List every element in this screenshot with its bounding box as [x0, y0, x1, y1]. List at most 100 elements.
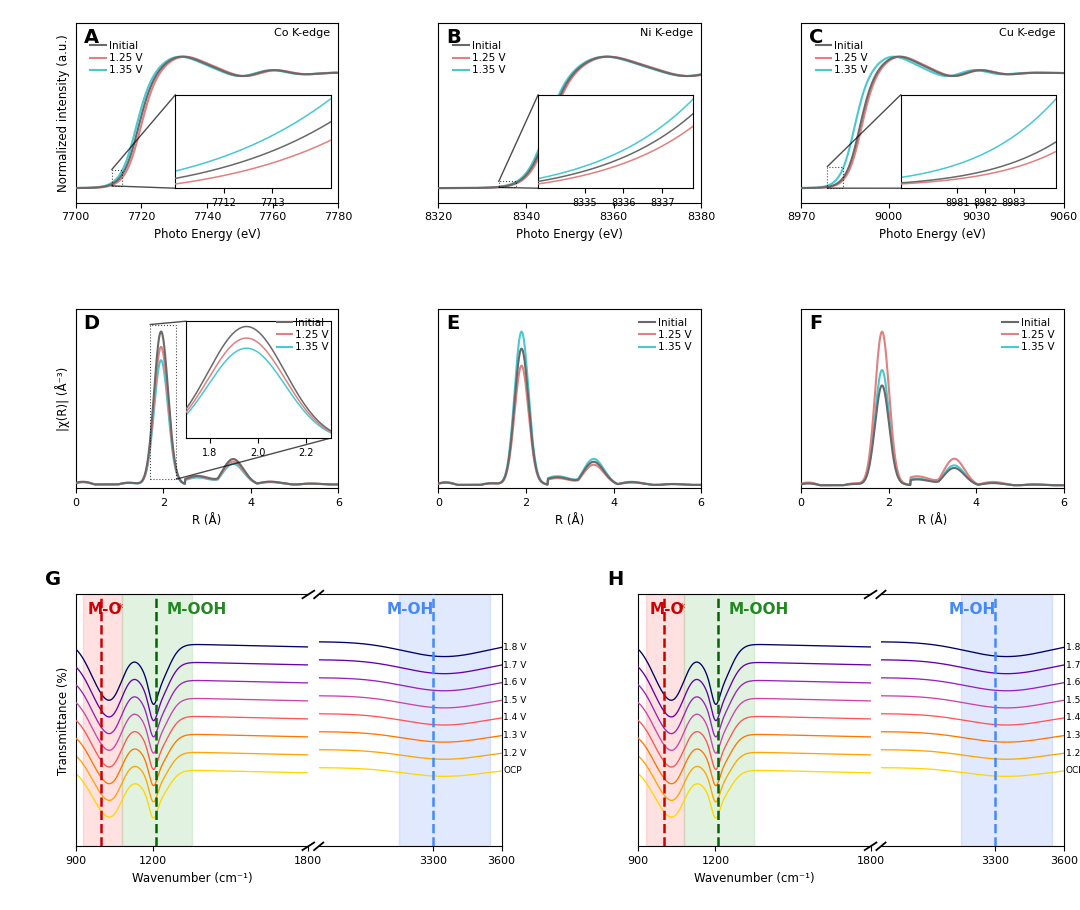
Text: 1.5 V: 1.5 V [503, 696, 527, 705]
Initial [584, 55, 597, 66]
Text: M-O: M-O [87, 602, 122, 617]
Text: M-OH: M-OH [948, 602, 996, 617]
1.35 V [632, 59, 645, 70]
1.35 V [85, 182, 98, 193]
1.25 V [814, 480, 827, 490]
Initial [863, 462, 876, 473]
1.35 V [137, 474, 150, 485]
Text: Ni K-edge: Ni K-edge [640, 28, 693, 38]
Text: 1.2 V: 1.2 V [503, 749, 527, 758]
Initial [795, 479, 808, 490]
Legend: Initial, 1.25 V, 1.35 V: Initial, 1.25 V, 1.35 V [635, 314, 696, 357]
1.25 V [795, 183, 808, 194]
Initial [588, 456, 600, 467]
X-axis label: R (Å): R (Å) [192, 514, 221, 527]
Initial [432, 478, 445, 489]
1.35 V [225, 459, 238, 470]
1.25 V [116, 478, 129, 489]
1.35 V [268, 477, 281, 488]
Text: Co K-edge: Co K-edge [274, 28, 330, 38]
1.25 V [552, 472, 565, 483]
1.25 V [451, 480, 464, 490]
Initial [296, 68, 309, 79]
1.35 V [448, 183, 461, 194]
1.35 V [950, 460, 963, 471]
Initial [811, 182, 824, 193]
Legend: Initial, 1.25 V, 1.35 V: Initial, 1.25 V, 1.35 V [998, 314, 1058, 357]
Line: 1.25 V: 1.25 V [76, 56, 338, 188]
Line: 1.25 V: 1.25 V [801, 56, 1064, 188]
1.35 V [795, 183, 808, 194]
Initial [478, 479, 491, 490]
Initial [876, 380, 889, 391]
1.35 V [608, 477, 621, 488]
Initial [154, 326, 167, 337]
1.25 V [269, 65, 282, 76]
1.35 V [584, 54, 597, 65]
1.25 V [222, 67, 235, 78]
1.35 V [888, 51, 901, 62]
1.25 V [584, 56, 597, 66]
1.35 V [995, 69, 1008, 80]
Legend: Initial, 1.25 V, 1.35 V: Initial, 1.25 V, 1.35 V [272, 314, 334, 357]
1.35 V [994, 478, 1007, 489]
1.35 V [876, 365, 889, 376]
Initial [955, 69, 968, 80]
Initial [85, 182, 98, 193]
Initial [1021, 67, 1034, 78]
Line: Initial: Initial [801, 386, 1064, 485]
Text: OCP: OCP [1066, 766, 1080, 775]
Initial [632, 58, 645, 69]
1.25 V [432, 479, 445, 490]
1.35 V [841, 479, 854, 490]
1.25 V [137, 473, 150, 484]
Line: 1.25 V: 1.25 V [801, 331, 1064, 485]
1.25 V [894, 51, 907, 62]
Line: 1.25 V: 1.25 V [438, 56, 701, 188]
1.35 V [694, 480, 707, 490]
Text: 1.3 V: 1.3 V [1066, 731, 1080, 740]
1.35 V [971, 479, 984, 490]
1.25 V [962, 67, 975, 78]
Line: 1.35 V: 1.35 V [801, 370, 1064, 485]
1.35 V [229, 70, 242, 81]
Initial [892, 51, 905, 62]
Initial [600, 51, 613, 62]
Legend: Initial, 1.25 V, 1.35 V: Initial, 1.25 V, 1.35 V [811, 37, 873, 79]
Text: B: B [446, 28, 461, 47]
1.35 V [659, 67, 672, 78]
1.25 V [971, 479, 984, 490]
1.35 V [599, 51, 612, 62]
Initial [332, 479, 345, 490]
Line: Initial: Initial [801, 56, 1064, 188]
1.25 V [332, 479, 345, 490]
1.35 V [795, 479, 808, 490]
Line: 1.35 V: 1.35 V [76, 360, 338, 484]
Text: OCP: OCP [503, 766, 522, 775]
1.25 V [85, 182, 98, 193]
Bar [685, 594, 754, 846]
1.35 V [947, 70, 960, 81]
Text: F: F [809, 314, 822, 333]
Text: E: E [446, 314, 459, 333]
1.35 V [1057, 67, 1070, 78]
X-axis label: Photo Energy (eV): Photo Energy (eV) [153, 228, 260, 241]
1.25 V [603, 51, 616, 62]
Initial [332, 67, 345, 78]
1.25 V [694, 69, 707, 80]
Y-axis label: |χ(R)| (Å⁻³): |χ(R)| (Å⁻³) [55, 367, 70, 430]
1.35 V [552, 470, 565, 481]
1.25 V [955, 70, 968, 81]
1.35 V [1021, 67, 1034, 78]
Line: 1.35 V: 1.35 V [438, 56, 701, 188]
Initial [176, 51, 189, 62]
1.35 V [332, 67, 345, 78]
Initial [795, 183, 808, 194]
Text: 1.4 V: 1.4 V [1066, 713, 1080, 723]
1.35 V [599, 51, 612, 62]
Text: 1.8 V: 1.8 V [1066, 642, 1080, 652]
Initial [694, 69, 707, 80]
1.35 V [588, 453, 600, 464]
Bar [399, 594, 490, 846]
Bar [122, 594, 192, 846]
